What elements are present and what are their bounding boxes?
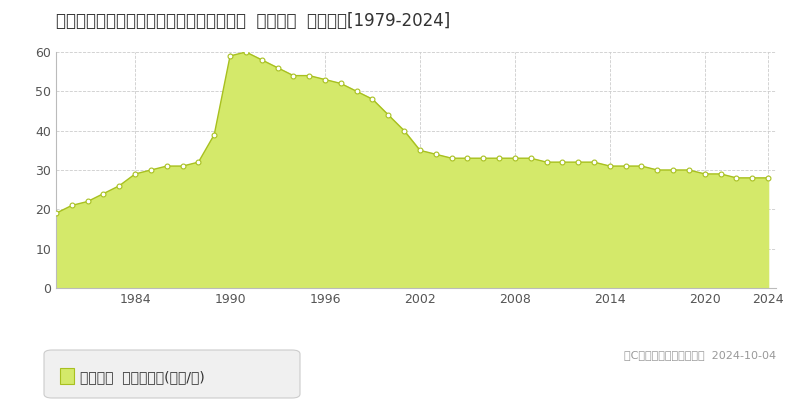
Text: （C）土地価格ドットコム  2024-10-04: （C）土地価格ドットコム 2024-10-04 xyxy=(624,350,776,360)
Text: 兵庫県高砂市米田町米田字大橋３０７番３  基準地価  地価推移[1979-2024]: 兵庫県高砂市米田町米田字大橋３０７番３ 基準地価 地価推移[1979-2024] xyxy=(56,12,450,30)
Text: 基準地価  平均坪単価(万円/坪): 基準地価 平均坪単価(万円/坪) xyxy=(80,370,205,384)
